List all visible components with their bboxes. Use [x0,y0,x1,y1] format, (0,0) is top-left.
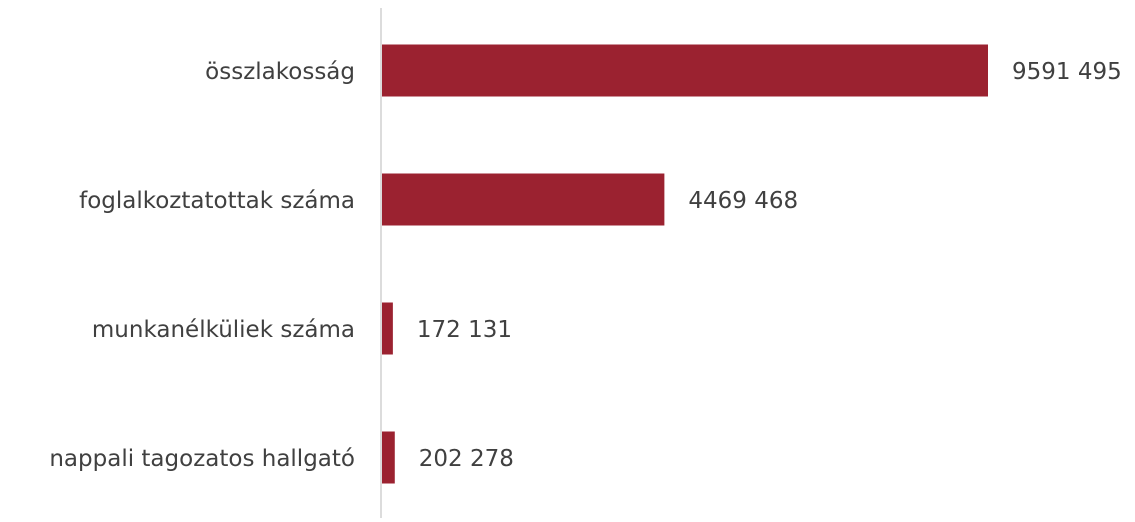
category-label: nappali tagozatos hallgató [49,446,355,472]
bar [382,431,395,484]
bar [382,302,393,355]
category-label: összlakosság [205,59,355,85]
data-label: 172 131 [417,317,512,343]
category-label: munkanélküliek száma [92,317,355,343]
data-label: 4469 468 [688,188,798,214]
bar [382,44,988,97]
category-label: foglalkoztatottak száma [79,188,355,214]
data-label: 9591 495 [1012,59,1122,85]
data-label: 202 278 [419,446,514,472]
bar [382,173,665,226]
